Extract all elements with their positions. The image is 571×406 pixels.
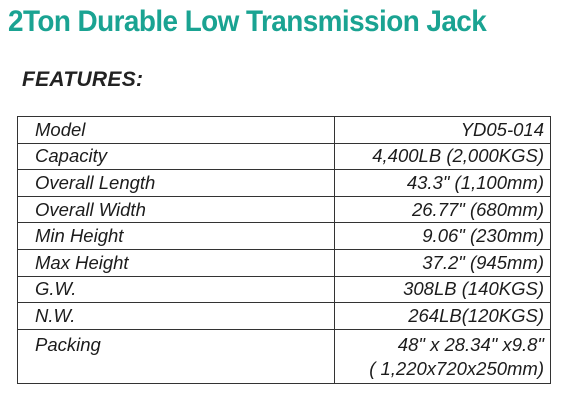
- page-title: 2Ton Durable Low Transmission Jack: [8, 5, 487, 38]
- spec-value-packing: 48" x 28.34" x9.8" ( 1,220x720x250mm): [334, 328, 551, 384]
- table-row: Max Height 37.2" (945mm): [17, 248, 551, 277]
- spec-label-model: Model: [17, 116, 335, 144]
- spec-value-min-height: 9.06" (230mm): [334, 222, 551, 250]
- spec-label-capacity: Capacity: [17, 142, 335, 171]
- table-row: Min Height 9.06" (230mm): [17, 222, 551, 250]
- spec-label-net-weight: N.W.: [17, 302, 335, 330]
- specs-table: Model YD05-014 Capacity 4,400LB (2,000KG…: [17, 116, 551, 384]
- packing-dimensions-mm: ( 1,220x720x250mm): [369, 357, 544, 379]
- spec-value-capacity: 4,400LB (2,000KGS): [334, 142, 551, 171]
- packing-dimensions-inches: 48" x 28.34" x9.8": [397, 333, 544, 355]
- spec-label-gross-weight: G.W.: [17, 275, 335, 304]
- table-row: N.W. 264LB(120KGS): [17, 302, 551, 330]
- spec-label-overall-length: Overall Length: [17, 169, 335, 197]
- table-row: G.W. 308LB (140KGS): [17, 275, 551, 304]
- spec-value-overall-width: 26.77" (680mm): [334, 195, 551, 224]
- spec-value-gross-weight: 308LB (140KGS): [334, 275, 551, 304]
- table-row: Model YD05-014: [17, 116, 551, 144]
- spec-label-overall-width: Overall Width: [17, 195, 335, 224]
- spec-label-max-height: Max Height: [17, 248, 335, 277]
- features-heading: FEATURES:: [22, 68, 144, 91]
- spec-value-max-height: 37.2" (945mm): [334, 248, 551, 277]
- table-row: Packing 48" x 28.34" x9.8" ( 1,220x720x2…: [17, 328, 551, 384]
- table-row: Overall Length 43.3" (1,100mm): [17, 169, 551, 197]
- spec-value-net-weight: 264LB(120KGS): [334, 302, 551, 330]
- spec-label-packing: Packing: [17, 328, 335, 384]
- table-row: Overall Width 26.77" (680mm): [17, 195, 551, 224]
- spec-value-model: YD05-014: [334, 116, 551, 144]
- spec-label-min-height: Min Height: [17, 222, 335, 250]
- spec-value-overall-length: 43.3" (1,100mm): [334, 169, 551, 197]
- table-row: Capacity 4,400LB (2,000KGS): [17, 142, 551, 171]
